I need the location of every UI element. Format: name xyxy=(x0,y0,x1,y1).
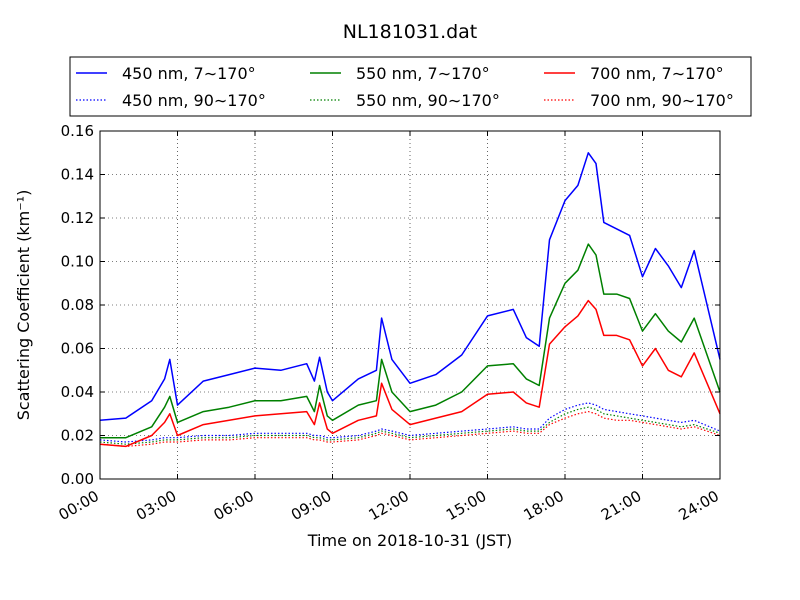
series-line-1 xyxy=(99,152,721,422)
legend-label: 550 nm, 90∼170° xyxy=(356,91,500,110)
legend-label: 450 nm, 90∼170° xyxy=(122,91,266,110)
x-axis-ticks: 00:00 03:00 06:00 09:00 12:00 15:00 18:00 21:00… xyxy=(56,131,722,524)
legend-box xyxy=(69,56,752,117)
legend-label: 550 nm, 7∼170° xyxy=(356,64,490,83)
x-tick-label: 00:00 xyxy=(56,487,102,524)
x-tick-label: 15:00 xyxy=(443,487,489,524)
series-line-2 xyxy=(99,402,721,443)
y-tick-label: 0.02 xyxy=(61,427,94,445)
legend-label: 700 nm, 7∼170° xyxy=(590,64,724,83)
x-tick-label: 21:00 xyxy=(598,487,644,524)
series-line-3 xyxy=(100,243,721,439)
y-tick-label: 0.12 xyxy=(61,209,94,227)
x-tick-label: 09:00 xyxy=(288,487,334,524)
y-tick-label: 0.06 xyxy=(61,340,94,358)
x-tick-label: 06:00 xyxy=(211,487,257,524)
series-line-4 xyxy=(99,406,721,445)
chart-title: NL181031.dat xyxy=(343,21,478,43)
legend-label: 450 nm, 7∼170° xyxy=(122,64,256,83)
legend-label: 700 nm, 90∼170° xyxy=(590,91,734,110)
y-axis-ticks: 0.00 0.02 0.04 0.06 0.08 0.10 0.12 0.14 0.16 xyxy=(61,122,720,488)
y-axis-label: Scattering Coefficient (km⁻¹) xyxy=(14,190,33,421)
chart-legend: 450 nm, 7∼170° 450 nm, 90∼170° 550 nm, 7∼1… xyxy=(69,56,752,117)
series-line-6 xyxy=(99,411,721,447)
y-tick-label: 0.10 xyxy=(61,253,94,271)
x-tick-label: 12:00 xyxy=(366,487,412,524)
x-axis-label: Time on 2018-10-31 (JST) xyxy=(307,531,512,550)
y-tick-label: 0.00 xyxy=(61,470,94,488)
series-layer xyxy=(99,152,721,448)
x-tick-label: 24:00 xyxy=(676,487,722,524)
x-tick-label: 03:00 xyxy=(133,487,179,524)
x-tick-label: 18:00 xyxy=(521,487,567,524)
y-tick-label: 0.08 xyxy=(61,296,94,314)
y-tick-label: 0.04 xyxy=(61,383,94,401)
grid-lines xyxy=(99,130,721,480)
series-line-5 xyxy=(99,299,721,448)
y-tick-label: 0.14 xyxy=(61,166,94,184)
y-tick-label: 0.16 xyxy=(61,122,94,140)
